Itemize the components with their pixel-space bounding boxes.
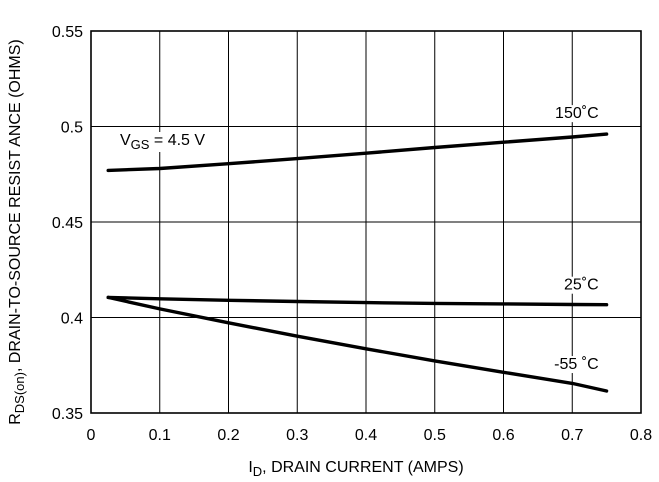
x-tick-label: 0.4 <box>355 427 377 444</box>
series-label: 25˚C <box>564 277 599 294</box>
grid <box>91 31 641 413</box>
series-label-background <box>553 105 601 123</box>
series-labels: 150˚C 25˚C -55 ˚C <box>552 105 601 374</box>
x-tick-label: 0 <box>87 427 96 444</box>
series-label: -55 ˚C <box>554 356 598 373</box>
x-axis-label: ID, DRAIN CURRENT (AMPS) <box>248 459 463 479</box>
x-tick-label: 0.3 <box>286 427 308 444</box>
series-label-background <box>552 356 601 374</box>
series-lines <box>106 132 609 393</box>
x-tick-label: 0.7 <box>561 427 583 444</box>
annotation-background <box>118 132 208 152</box>
series-line <box>106 295 609 307</box>
vgs-annotation: VGS = 4.5 V <box>120 132 205 152</box>
series-label-background <box>561 276 601 294</box>
plot-frame <box>90 30 642 414</box>
y-axis-label: RDS(on), DRAIN-TO-SOURCE RESIST ANCE (OH… <box>7 39 27 425</box>
x-tick-labels: 0 0.1 0.2 0.3 0.4 0.5 0.6 0.7 0.8 <box>87 427 653 444</box>
x-tick-label: 0.8 <box>630 427 652 444</box>
y-tick-label: 0.35 <box>52 406 83 423</box>
y-tick-label: 0.4 <box>61 311 83 328</box>
series-line <box>106 132 609 173</box>
x-tick-label: 0.2 <box>217 427 239 444</box>
x-tick-label: 0.6 <box>492 427 514 444</box>
y-tick-labels: 0.35 0.4 0.45 0.5 0.55 <box>52 24 83 423</box>
x-tick-label: 0.1 <box>149 427 171 444</box>
series-line <box>106 295 609 393</box>
y-tick-label: 0.55 <box>52 24 83 41</box>
x-tick-label: 0.5 <box>424 427 446 444</box>
y-tick-label: 0.5 <box>61 120 83 137</box>
y-tick-label: 0.45 <box>52 215 83 232</box>
series-label: 150˚C <box>555 105 599 122</box>
